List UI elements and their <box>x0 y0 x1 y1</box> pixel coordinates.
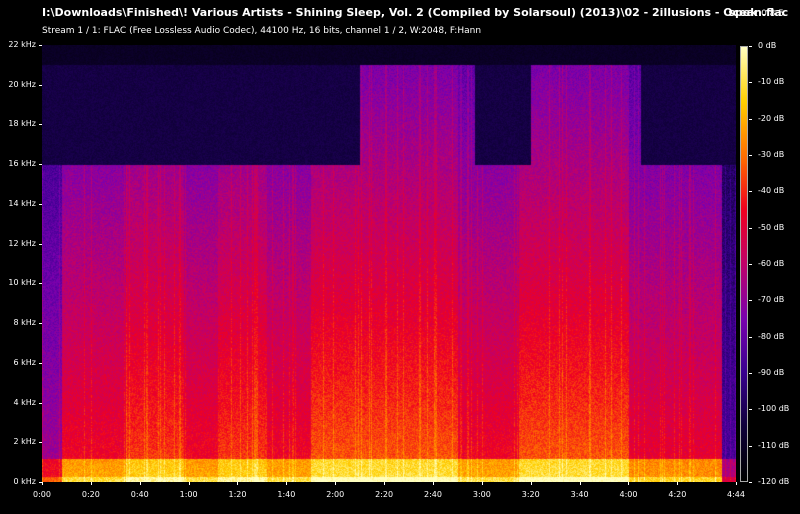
time-tick <box>188 482 190 485</box>
frequency-tick <box>39 362 42 364</box>
db-tick <box>749 264 752 265</box>
frequency-tick <box>39 164 42 166</box>
spectrogram <box>42 45 736 482</box>
db-tick-label: -30 dB <box>758 150 785 159</box>
db-tick-label: -110 dB <box>758 440 790 450</box>
frequency-tick-label: 20 kHz <box>8 79 36 89</box>
frequency-tick <box>39 323 42 325</box>
time-tick-label: 0:00 <box>33 490 51 499</box>
frequency-tick-label: 16 kHz <box>8 159 36 169</box>
db-tick-label: -60 dB <box>758 259 785 268</box>
db-tick <box>749 82 752 84</box>
db-tick <box>749 155 752 156</box>
time-tick <box>237 482 239 485</box>
time-tick <box>432 482 434 485</box>
app-name: spek <box>728 6 758 19</box>
time-tick-label: 4:44 <box>727 490 745 499</box>
app-version: 0.8.5 <box>761 9 784 19</box>
time-tick-label: 4:20 <box>668 490 687 499</box>
time-tick <box>286 482 288 485</box>
db-tick-label: -80 dB <box>758 331 785 341</box>
time-tick-label: 1:00 <box>179 490 198 499</box>
frequency-tick-label: 8 kHz <box>13 318 36 328</box>
db-tick-label: -40 dB <box>758 186 785 196</box>
window-title: I:\Downloads\Finished\! Various Artists … <box>42 6 789 19</box>
db-tick <box>749 373 752 374</box>
db-tick <box>749 46 752 47</box>
time-tick-label: 0:20 <box>81 490 100 499</box>
time-tick <box>139 482 141 485</box>
time-tick <box>90 482 92 485</box>
time-tick <box>42 482 43 485</box>
db-tick <box>749 336 752 338</box>
time-tick-label: 4:00 <box>619 490 638 499</box>
time-tick <box>481 482 483 485</box>
frequency-tick-label: 10 kHz <box>8 278 36 288</box>
frequency-tick-label: 4 kHz <box>13 397 36 407</box>
db-tick-label: -50 dB <box>758 222 785 232</box>
db-tick-label: -100 dB <box>758 404 790 414</box>
frequency-tick <box>39 402 42 404</box>
frequency-tick <box>39 45 42 46</box>
frequency-tick-label: 2 kHz <box>13 437 36 447</box>
db-tick-label: -90 dB <box>758 368 785 377</box>
frequency-tick-label: 14 kHz <box>8 198 36 208</box>
db-colorbar <box>740 46 748 482</box>
time-tick <box>335 482 337 485</box>
db-tick-label: 0 dB <box>758 41 777 50</box>
time-tick <box>677 482 679 485</box>
frequency-tick-label: 6 kHz <box>13 357 36 367</box>
db-tick-label: -10 dB <box>758 77 785 87</box>
time-tick-label: 2:20 <box>375 490 394 499</box>
time-tick-label: 0:40 <box>130 490 149 499</box>
time-tick <box>530 482 532 485</box>
time-tick-label: 2:00 <box>326 490 345 499</box>
db-tick <box>749 445 752 447</box>
frequency-tick <box>39 84 42 86</box>
db-tick <box>749 300 752 302</box>
frequency-tick-label: 18 kHz <box>8 119 36 129</box>
frequency-tick <box>39 203 42 205</box>
db-tick <box>749 191 752 193</box>
frequency-tick <box>39 442 42 444</box>
time-tick-label: 3:20 <box>521 490 540 499</box>
db-tick <box>749 482 752 483</box>
db-tick-label: -70 dB <box>758 295 785 305</box>
frequency-tick <box>39 124 42 126</box>
time-tick <box>628 482 630 485</box>
time-tick <box>579 482 581 485</box>
frequency-tick-label: 12 kHz <box>8 238 36 248</box>
time-tick-label: 1:40 <box>277 490 296 499</box>
db-tick-label: -20 dB <box>758 113 785 123</box>
frequency-tick <box>39 243 42 245</box>
db-tick-label: -120 dB <box>758 477 790 486</box>
app-badge: spek 0.8.5 <box>728 6 784 19</box>
db-tick <box>749 409 752 411</box>
frequency-tick-label: 22 kHz <box>8 40 36 49</box>
frequency-tick <box>39 482 42 483</box>
db-tick <box>749 118 752 120</box>
frequency-tick <box>39 283 42 285</box>
time-tick-label: 2:40 <box>424 490 442 499</box>
time-tick-label: 3:00 <box>472 490 491 499</box>
time-tick <box>736 482 737 485</box>
frequency-tick-label: 0 kHz <box>13 477 36 486</box>
time-tick <box>384 482 386 485</box>
time-tick-label: 3:40 <box>570 490 589 499</box>
db-tick <box>749 227 752 229</box>
stream-info: Stream 1 / 1: FLAC (Free Lossless Audio … <box>42 26 482 36</box>
time-tick-label: 1:20 <box>228 490 247 499</box>
